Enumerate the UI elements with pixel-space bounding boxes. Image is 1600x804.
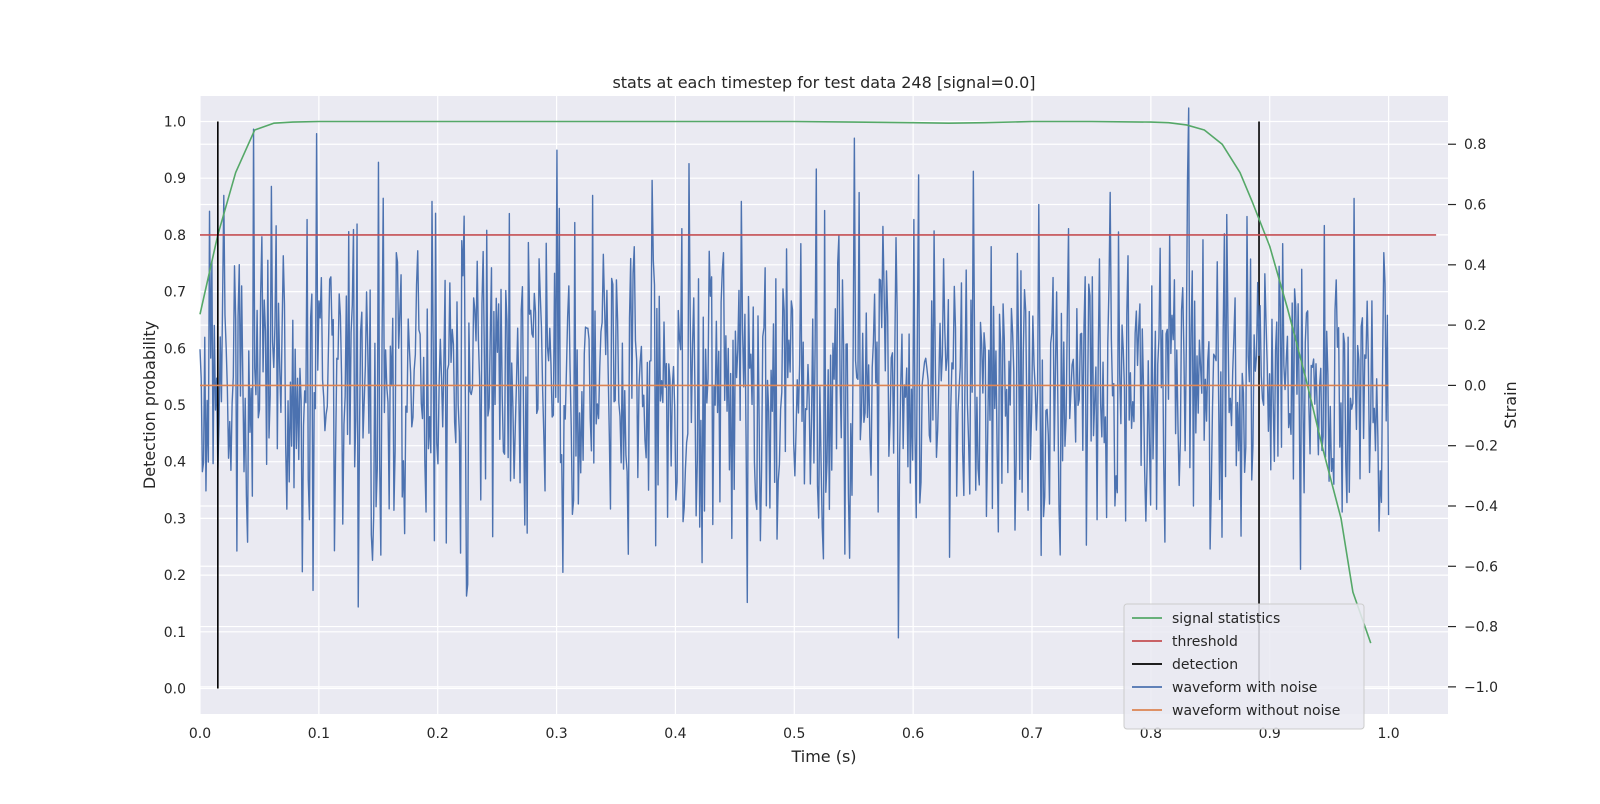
waveform-with-noise-line xyxy=(199,107,1390,639)
y-right-tick-label: 0.6 xyxy=(1464,198,1486,214)
x-tick-label: 0.8 xyxy=(1140,726,1162,742)
y-right-tick-label: 0.2 xyxy=(1464,318,1486,334)
signal-statistics-line xyxy=(199,120,1372,644)
legend-label: waveform with noise xyxy=(1172,680,1317,696)
chart-title: stats at each timestep for test data 248… xyxy=(612,73,1035,92)
y-left-tick-label: 0.0 xyxy=(164,681,186,697)
y-left-tick-label: 0.7 xyxy=(164,285,186,301)
x-tick-label: 0.6 xyxy=(902,726,924,742)
x-tick-label: 0.3 xyxy=(545,726,567,742)
series-layer xyxy=(199,107,1437,689)
y-right-tick-label: −0.4 xyxy=(1464,499,1498,515)
legend-label: threshold xyxy=(1172,634,1238,650)
legend-label: signal statistics xyxy=(1172,611,1280,627)
y-left-tick-label: 0.8 xyxy=(164,228,186,244)
y-right-tick-label: −0.8 xyxy=(1464,620,1498,636)
x-tick-label: 1.0 xyxy=(1377,726,1399,742)
y-right-tick-label: 0.8 xyxy=(1464,137,1486,153)
legend-label: waveform without noise xyxy=(1172,703,1340,719)
y-left-tick-label: 0.5 xyxy=(164,398,186,414)
x-tick-label: 0.9 xyxy=(1259,726,1281,742)
y-left-tick-label: 0.1 xyxy=(164,625,186,641)
legend-label: detection xyxy=(1172,657,1238,673)
x-tick-label: 0.4 xyxy=(664,726,686,742)
y-right-tick-label: −1.0 xyxy=(1464,680,1498,696)
x-axis-label: Time (s) xyxy=(790,747,856,766)
y-left-tick-label: 0.4 xyxy=(164,455,186,471)
x-tick-label: 0.0 xyxy=(189,726,211,742)
y-left-tick-label: 0.2 xyxy=(164,568,186,584)
x-tick-label: 0.7 xyxy=(1021,726,1043,742)
legend: signal statistics threshold detection wavef… xyxy=(1123,603,1365,730)
x-tick-label: 0.1 xyxy=(308,726,330,742)
y-left-tick-label: 0.9 xyxy=(164,171,186,187)
y-right-tick-label: −0.2 xyxy=(1464,439,1498,455)
y-axis-label-right: Strain xyxy=(1501,381,1520,428)
legend-box xyxy=(1123,603,1365,730)
axes: 0.0 0.1 0.2 0.3 0.4 0.5 0.6 0.7 0.8 0.9 1.0 0.0 0.1 0… xyxy=(164,115,1498,742)
y-left-tick-label: 0.3 xyxy=(164,511,186,527)
y-left-tick-label: 0.6 xyxy=(164,341,186,357)
y-right-tick-label: −0.6 xyxy=(1464,559,1498,575)
y-right-tick-label: 0.4 xyxy=(1464,258,1486,274)
y-right-tick-label: 0.0 xyxy=(1464,378,1486,394)
x-tick-label: 0.5 xyxy=(783,726,805,742)
x-tick-label: 0.2 xyxy=(427,726,449,742)
y-left-tick-label: 1.0 xyxy=(164,115,186,131)
y-axis-label-left: Detection probability xyxy=(140,321,159,489)
